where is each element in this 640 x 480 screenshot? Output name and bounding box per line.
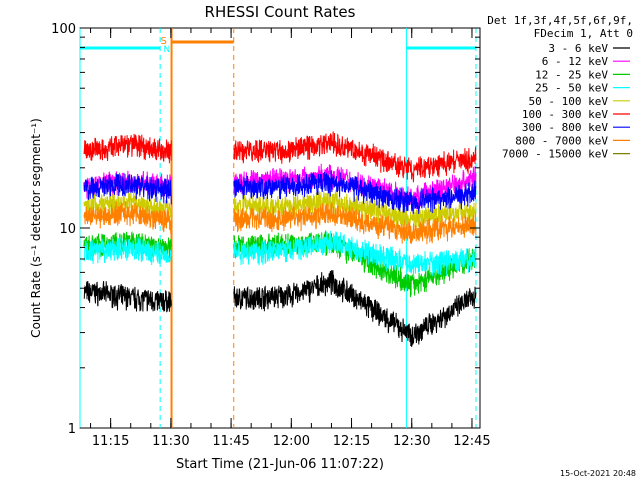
- flag-layer: SN: [79, 28, 477, 428]
- y-tick-label: 10: [59, 222, 76, 237]
- legend-header: Det 1f,3f,4f,5f,6f,9f, FDecim 1, Att 0: [487, 14, 633, 40]
- series-layer: [83, 131, 477, 347]
- series-100-300-kev: [83, 131, 477, 183]
- x-tick-label: 12:30: [393, 434, 430, 449]
- night-flag-label: N: [164, 45, 171, 55]
- x-tick-label: 11:30: [152, 434, 189, 449]
- legend-header-line-2: FDecim 1, Att 0: [534, 27, 633, 40]
- y-tick-label: 100: [51, 22, 76, 37]
- x-tick-label: 12:15: [333, 434, 370, 449]
- legend-label-50-100-kev: 50 - 100 keV: [529, 95, 609, 108]
- x-tick-label: 11:45: [212, 434, 249, 449]
- legend-label-7000-15000-kev: 7000 - 15000 keV: [502, 148, 608, 161]
- series-25-50-kev: [83, 230, 477, 278]
- x-axis-label: Start Time (21-Jun-06 11:07:22): [176, 457, 384, 472]
- legend-label-3-6-kev: 3 - 6 keV: [548, 42, 608, 55]
- series-800-7000-kev: [83, 200, 477, 245]
- series-3-6-kev: [83, 270, 477, 347]
- legend-label-12-25-kev: 12 - 25 keV: [535, 68, 608, 81]
- legend-label-300-800-kev: 300 - 800 keV: [522, 121, 608, 134]
- legend-label-100-300-kev: 100 - 300 keV: [522, 108, 608, 121]
- footer-timestamp: 15-Oct-2021 20:48: [560, 469, 636, 478]
- chart-title: RHESSI Count Rates: [205, 3, 356, 21]
- plot-area: SN 11:15 11:30 11:45 12:00 12:15 12:30 12:4511…: [51, 22, 491, 449]
- x-tick-label: 12:00: [273, 434, 310, 449]
- legend-label-800-7000-kev: 800 - 7000 keV: [515, 134, 608, 147]
- x-tick-label: 11:15: [92, 434, 129, 449]
- x-tick-label: 12:45: [453, 434, 490, 449]
- series-300-800-kev: [83, 170, 477, 215]
- axis-layer: 11:15 11:30 11:45 12:00 12:15 12:30 12:45 1 10 10…: [51, 22, 491, 449]
- y-axis-label: Count Rate (s⁻¹ detector segment⁻¹): [29, 118, 43, 338]
- y-tick-label: 1: [68, 422, 76, 437]
- saa-flag-label: S: [161, 36, 167, 47]
- legend-label-6-12-kev: 6 - 12 keV: [542, 55, 609, 68]
- legend-header-line-1: Det 1f,3f,4f,5f,6f,9f,: [487, 14, 633, 27]
- legend-label-25-50-kev: 25 - 50 keV: [535, 82, 608, 95]
